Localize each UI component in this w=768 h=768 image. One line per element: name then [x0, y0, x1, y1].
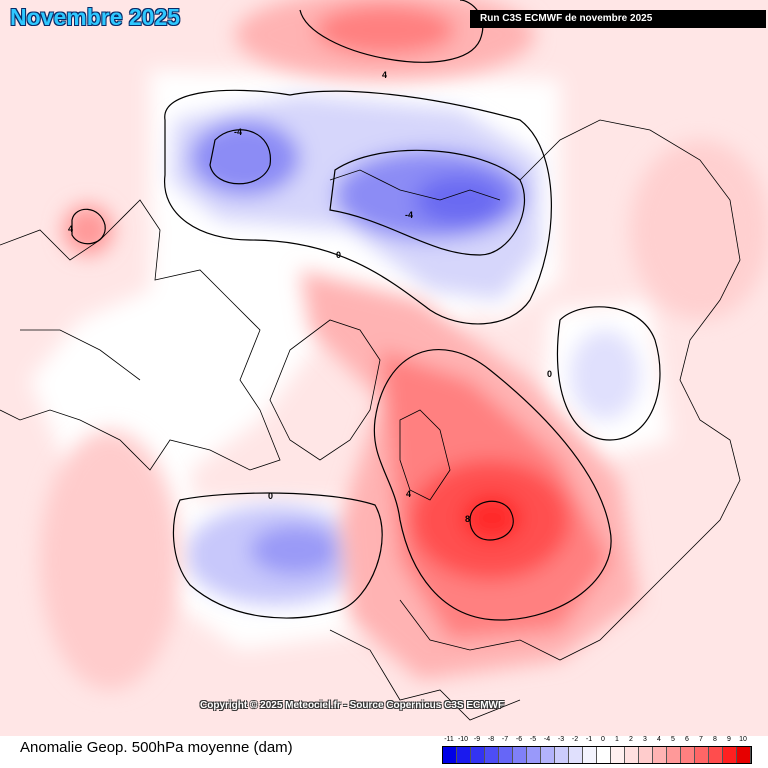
contour-europe-8: [469, 500, 514, 541]
color-scale-swatch: [695, 747, 709, 763]
positive-anomaly-alaska: [63, 205, 113, 255]
color-scale-swatch: [471, 747, 485, 763]
color-scale-swatch: [681, 747, 695, 763]
contour-label-alaska: 4: [68, 224, 73, 234]
positive-anomaly-shapes: [40, 0, 768, 690]
coastline-scandinavia: [399, 409, 451, 501]
negative-anomaly-siberia-center: [415, 175, 505, 225]
color-scale-swatch: [443, 747, 457, 763]
color-scale-tick-label: 8: [713, 736, 717, 743]
contour-alaska-4: [71, 208, 106, 245]
color-scale-swatch: [709, 747, 723, 763]
color-scale-swatch: [485, 747, 499, 763]
coastlines: [0, 119, 741, 721]
contour-label-canada: -4: [234, 127, 242, 137]
contour-label-siberia: -4: [405, 210, 413, 220]
color-scale-swatch: [639, 747, 653, 763]
color-scale-tick-label: -6: [515, 736, 523, 743]
color-scale-swatch: [499, 747, 513, 763]
coastline-eurasia: [399, 119, 741, 661]
run-info-box: Run C3S ECMWF de novembre 2025: [470, 10, 766, 28]
legend-label: Anomalie Geop. 500hPa moyenne (dam): [20, 739, 293, 756]
negative-anomaly-atlantic-core: [250, 525, 340, 575]
coastline-europe-south: [329, 629, 521, 721]
copyright-credit: Copyright © 2025 Meteociel.fr - Source C…: [200, 700, 505, 711]
contour-europe-4: [373, 349, 612, 621]
color-scale-tick-label: -5: [529, 736, 537, 743]
color-scale-swatch: [653, 747, 667, 763]
color-scale-tick-label: 5: [671, 736, 675, 743]
contour-canada-minus-4: [209, 129, 271, 185]
contour-label-group: 4 -4 -4 4 0 0 0 4 8: [68, 70, 552, 524]
color-scale-tick-label: -7: [501, 736, 509, 743]
color-scale-tick-label: -9: [473, 736, 481, 743]
color-scale-swatch: [737, 747, 751, 763]
border-us-canada: [20, 329, 141, 381]
color-scale-swatch: [583, 747, 597, 763]
color-scale-tick-label: -1: [585, 736, 593, 743]
color-scale-swatch: [569, 747, 583, 763]
positive-anomaly-atlantic-south: [40, 430, 180, 690]
color-scale-tick-label: -4: [543, 736, 551, 743]
color-scale-tick-label: 3: [643, 736, 647, 743]
coastline-north-america: [0, 199, 281, 471]
color-scale-tick-label: 1: [615, 736, 619, 743]
color-scale-tick-label: -10: [457, 736, 469, 743]
contour-central-asia-zero: [556, 306, 661, 441]
color-scale-swatch: [555, 747, 569, 763]
contour-label-europe-ring: 4: [406, 489, 411, 499]
color-scale-tick-label: 0: [601, 736, 605, 743]
color-scale-ticks: -11 -10 -9 -8 -7 -6 -5 -4 -3 -2 -1 0 1 2 3 4 5 6 7 8 9 10: [442, 736, 752, 746]
color-scale-tick-label: -11: [444, 736, 454, 743]
anomaly-map: 4 -4 -4 4 0 0 0 4 8: [0, 0, 768, 736]
contour-label-arctic: 0: [336, 250, 341, 260]
color-scale-tick-label: 10: [739, 736, 747, 743]
color-scale-swatch: [513, 747, 527, 763]
color-scale: -11 -10 -9 -8 -7 -6 -5 -4 -3 -2 -1 0 1 2 3 4 5 6 7 8 9 10: [442, 736, 752, 766]
contour-atlantic-zero: [172, 492, 383, 619]
color-scale-swatch: [527, 747, 541, 763]
positive-anomaly-east-asia: [630, 140, 768, 320]
contour-lines: [71, 0, 661, 621]
contour-label-europe-max: 8: [465, 514, 470, 524]
footer: Anomalie Geop. 500hPa moyenne (dam) -11-…: [0, 736, 768, 768]
contour-label-north-pacific: 4: [382, 70, 387, 80]
color-scale-swatch: [597, 747, 611, 763]
map-title: Novembre 2025: [10, 4, 181, 30]
color-scale-swatch: [611, 747, 625, 763]
color-scale-swatch: [723, 747, 737, 763]
contour-siberia-minus-4: [329, 149, 526, 256]
contour-label-central-asia: 0: [547, 369, 552, 379]
contour-pacific-zero: [164, 89, 552, 325]
color-scale-tick-label: -3: [557, 736, 565, 743]
contour-label-atlantic: 0: [268, 491, 273, 501]
negative-anomaly-shapes: [170, 95, 640, 605]
color-scale-swatch: [667, 747, 681, 763]
contour-north-pacific-4: [299, 0, 484, 63]
color-scale-swatch: [457, 747, 471, 763]
coastline-siberia: [329, 169, 501, 201]
color-scale-swatch: [541, 747, 555, 763]
color-scale-bar: [442, 746, 752, 764]
coastline-greenland: [269, 319, 381, 461]
color-scale-tick-label: 9: [727, 736, 731, 743]
color-scale-tick-label: 6: [685, 736, 689, 743]
color-scale-tick-label: 7: [699, 736, 703, 743]
run-info-text: Run C3S ECMWF de novembre 2025: [480, 13, 653, 24]
negative-anomaly-canada-core: [190, 120, 300, 196]
color-scale-tick-label: -2: [571, 736, 579, 743]
color-scale-tick-label: 4: [657, 736, 661, 743]
positive-anomaly-north-pacific-core: [315, 5, 455, 55]
color-scale-tick-label: 2: [629, 736, 633, 743]
negative-anomaly-asia: [570, 330, 640, 420]
color-scale-swatch: [625, 747, 639, 763]
color-scale-tick-label: -8: [487, 736, 495, 743]
